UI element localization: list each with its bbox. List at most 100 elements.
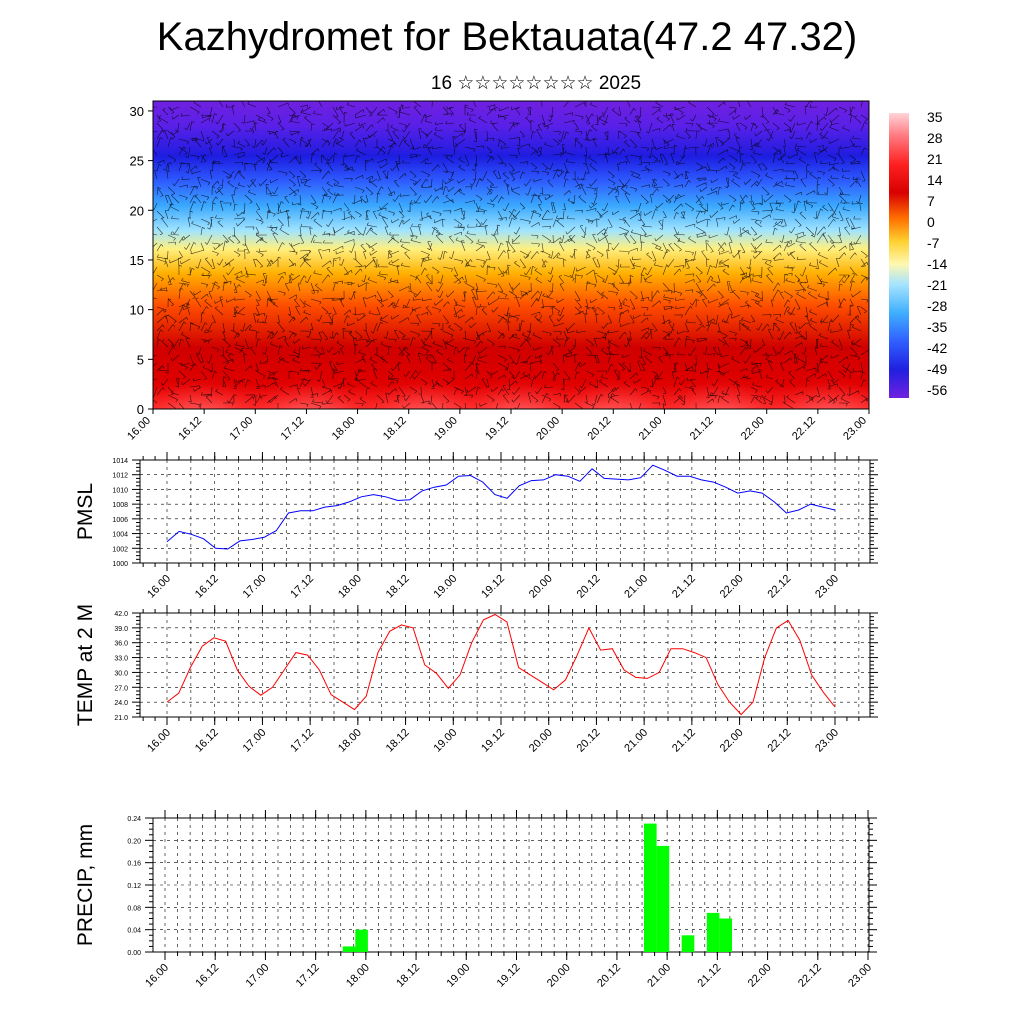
x-tick-label: 18.00 bbox=[336, 573, 364, 601]
colorbar bbox=[889, 113, 909, 398]
x-tick-label: 18.12 bbox=[381, 415, 409, 443]
colorbar-label: -56 bbox=[927, 382, 947, 398]
x-tick-label: 18.12 bbox=[384, 573, 412, 601]
y-tick-label: 1000 bbox=[112, 561, 128, 568]
x-tick-label: 22.12 bbox=[790, 415, 818, 443]
colorbar-label: -35 bbox=[927, 319, 947, 335]
x-tick-label: 20.12 bbox=[595, 962, 623, 990]
cross-section-panel: 0 5 10 15 20 25 30 16.00 16.12 17.00 17.12 18.00 18.… bbox=[125, 100, 947, 443]
page-subtitle: 16 ☆☆☆☆☆☆☆☆ 2025 bbox=[430, 73, 642, 94]
x-tick-label: 20.00 bbox=[527, 573, 555, 601]
x-tick-label: 16.00 bbox=[145, 573, 173, 601]
x-tick-label: 22.00 bbox=[746, 962, 774, 990]
y-tick-label: 33.0 bbox=[114, 656, 128, 663]
colorbar-label: 7 bbox=[927, 193, 935, 209]
x-tick-label: 19.12 bbox=[479, 573, 507, 601]
x-tick-label: 17.12 bbox=[288, 573, 316, 601]
colorbar-label: 0 bbox=[927, 214, 935, 230]
x-tick-label: 22.00 bbox=[718, 727, 746, 755]
x-tick-label: 18.12 bbox=[384, 727, 412, 755]
colorbar-label: 35 bbox=[927, 109, 943, 125]
series-line bbox=[166, 613, 836, 716]
x-tick-label: 21.00 bbox=[622, 727, 650, 755]
y-tick-label: 39.0 bbox=[114, 626, 128, 633]
wind-barbs bbox=[153, 101, 869, 409]
y-tick-label: 0.20 bbox=[127, 838, 141, 845]
y-tick-label: 1014 bbox=[112, 458, 128, 465]
x-tick-label: 17.12 bbox=[294, 962, 322, 990]
x-tick-label: 18.00 bbox=[330, 415, 358, 443]
y-tick-label: 0.24 bbox=[127, 816, 141, 823]
x-tick-label: 18.12 bbox=[394, 962, 422, 990]
grid bbox=[140, 459, 870, 564]
temp-panel: 21.0 24.0 27.0 30.0 33.0 36.0 39.0 42.0 16.00 16.… bbox=[74, 604, 878, 755]
x-tick-label: 20.00 bbox=[527, 727, 555, 755]
x-tick-label: 19.00 bbox=[431, 573, 459, 601]
y-tick-label: 25 bbox=[130, 154, 144, 169]
y-tick-label: 0.08 bbox=[127, 905, 141, 912]
y-axis-label: PRECIP, mm bbox=[74, 824, 97, 946]
x-tick-label: 22.12 bbox=[765, 573, 793, 601]
x-tick-label: 17.12 bbox=[279, 415, 307, 443]
x-tick-label: 21.12 bbox=[688, 415, 716, 443]
precip-bar bbox=[355, 929, 368, 952]
x-tick-label: 17.00 bbox=[244, 962, 272, 990]
x-tick-label: 21.12 bbox=[670, 727, 698, 755]
x-tick-label: 21.00 bbox=[637, 415, 665, 443]
x-tick-label: 19.00 bbox=[444, 962, 472, 990]
precip-bar bbox=[342, 946, 356, 952]
x-tick-label: 18.00 bbox=[344, 962, 372, 990]
y-axis-label: TEMP at 2 M bbox=[74, 604, 97, 726]
y-tick-label: 20 bbox=[130, 203, 144, 218]
x-tick-label: 19.12 bbox=[495, 962, 523, 990]
warm-core-2 bbox=[370, 341, 480, 409]
x-tick-label: 22.12 bbox=[796, 962, 824, 990]
x-tick-label: 16.00 bbox=[125, 415, 153, 443]
y-tick-label: 30.0 bbox=[114, 670, 128, 677]
x-tick-label: 21.12 bbox=[670, 573, 698, 601]
x-tick-label: 17.12 bbox=[288, 727, 316, 755]
y-tick-label: 21.0 bbox=[114, 715, 128, 722]
y-tick-label: 15 bbox=[130, 253, 144, 268]
x-tick-label: 16.00 bbox=[145, 727, 173, 755]
x-tick-label: 16.12 bbox=[176, 415, 204, 443]
x-tick-label: 19.00 bbox=[431, 727, 459, 755]
x-tick-label: 19.12 bbox=[483, 415, 511, 443]
plot-frame bbox=[139, 612, 871, 718]
colorbar-label: 21 bbox=[927, 151, 943, 167]
y-tick-label: 0 bbox=[137, 402, 144, 417]
precip-bar bbox=[719, 918, 732, 952]
precip-bar bbox=[706, 912, 720, 952]
y-tick-label: 1010 bbox=[112, 487, 128, 494]
precip-bar bbox=[644, 823, 657, 952]
grid bbox=[140, 612, 870, 718]
colorbar-label: 28 bbox=[927, 130, 943, 146]
x-tick-label: 23.00 bbox=[813, 727, 841, 755]
y-tick-label: 24.0 bbox=[114, 700, 128, 707]
y-tick-label: 1012 bbox=[112, 473, 128, 480]
y-tick-label: 1006 bbox=[112, 517, 128, 524]
y-tick-label: 36.0 bbox=[114, 641, 128, 648]
precip-bar bbox=[681, 935, 695, 953]
colorbar-label: 14 bbox=[927, 172, 943, 188]
x-tick-label: 16.12 bbox=[193, 573, 221, 601]
y-tick-label: 30 bbox=[130, 104, 144, 119]
x-tick-label: 20.12 bbox=[585, 415, 613, 443]
x-tick-label: 16.12 bbox=[193, 727, 221, 755]
x-tick-label: 20.12 bbox=[575, 573, 603, 601]
colorbar-label: -7 bbox=[927, 235, 940, 251]
y-tick-label: 0.12 bbox=[127, 883, 141, 890]
x-tick-label: 20.00 bbox=[545, 962, 573, 990]
x-tick-label: 20.12 bbox=[575, 727, 603, 755]
y-axis-label: PMSL bbox=[74, 483, 97, 540]
y-tick-label: 5 bbox=[137, 352, 144, 367]
y-tick-label: 42.0 bbox=[114, 611, 128, 618]
x-tick-label: 16.00 bbox=[143, 962, 171, 990]
x-tick-label: 21.00 bbox=[622, 573, 650, 601]
y-tick-label: 1004 bbox=[112, 532, 128, 539]
y-tick-label: 1002 bbox=[112, 546, 128, 553]
pmsl-panel: 1000 1002 1004 1006 1008 1010 1012 1014 16.00 16.… bbox=[74, 452, 878, 601]
plot-frame bbox=[139, 459, 871, 564]
x-tick-label: 20.00 bbox=[534, 415, 562, 443]
